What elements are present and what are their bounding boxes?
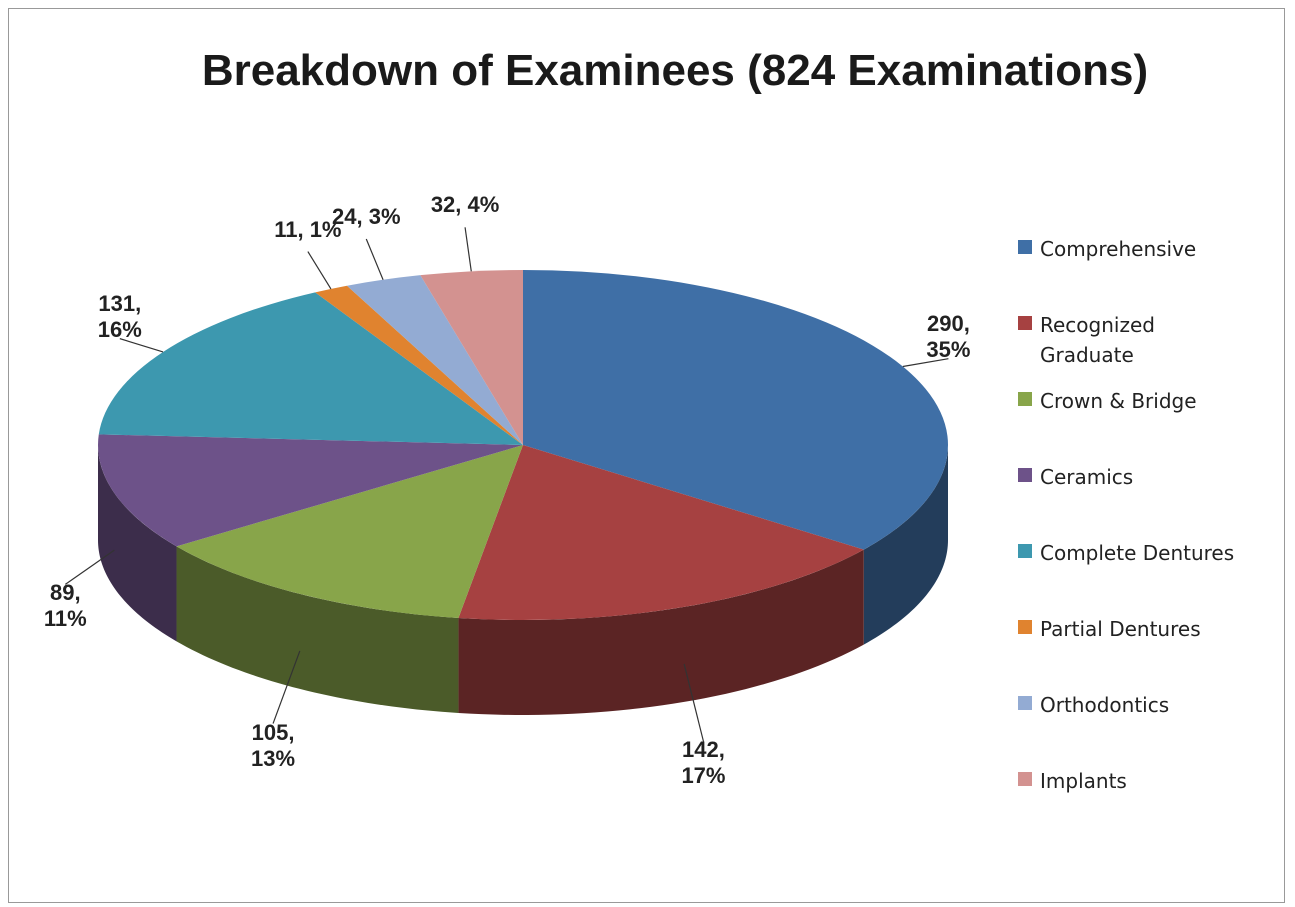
legend-item: Implants [1018, 766, 1255, 796]
pie-slice [523, 270, 948, 550]
legend-label: Orthodontics [1040, 693, 1170, 717]
chart-frame [8, 8, 1285, 903]
leader-line [119, 338, 164, 353]
legend-label: Recognized Graduate [1040, 313, 1155, 367]
pie-slice [346, 275, 523, 445]
legend-item: Complete Dentures [1018, 538, 1255, 568]
legend-label: Partial Dentures [1040, 617, 1201, 641]
legend-label: Complete Dentures [1040, 541, 1235, 565]
data-label: 89, 11% [43, 580, 87, 632]
legend-swatch [1018, 696, 1032, 710]
chart-title: Breakdown of Examinees (824 Examinations… [201, 46, 1149, 95]
pie-slice [98, 292, 523, 445]
legend-swatch [1018, 392, 1032, 406]
pie-slice [315, 285, 523, 445]
legend-item: Crown & Bridge [1018, 386, 1255, 416]
data-label: 290, 35% [926, 310, 971, 362]
legend-swatch [1018, 620, 1032, 634]
legend-label: Crown & Bridge [1040, 389, 1197, 413]
legend-label: Comprehensive [1040, 237, 1197, 261]
pie-slice [420, 270, 523, 445]
legend-item: Ceramics [1018, 462, 1255, 492]
legend-label: Ceramics [1040, 465, 1134, 489]
leader-line [365, 238, 384, 280]
pie-sides [98, 445, 948, 715]
pie-side [98, 445, 177, 642]
leader-line [64, 549, 115, 585]
pie-slice [176, 445, 523, 618]
pie-slice [97, 434, 523, 547]
legend-item: Orthodontics [1018, 690, 1255, 720]
data-label: 131, 16% [97, 290, 142, 342]
leader-line [902, 358, 949, 368]
pie-side [176, 546, 459, 713]
legend-swatch [1018, 772, 1032, 786]
pie-side [458, 549, 864, 715]
legend-swatch [1018, 544, 1032, 558]
legend-item: Partial Dentures [1018, 614, 1255, 644]
legend-item: Recognized Graduate [1018, 310, 1255, 370]
pie-side [863, 445, 948, 645]
data-label: 105, 13% [251, 719, 296, 771]
legend-swatch [1018, 240, 1032, 254]
leader-line [683, 663, 705, 742]
data-label: 142, 17% [681, 737, 726, 789]
data-label: 11, 1% [274, 216, 342, 242]
legend-swatch [1018, 468, 1032, 482]
data-label: 24, 3% [332, 203, 401, 229]
pie-slice [458, 445, 864, 620]
legend-label: Implants [1040, 769, 1127, 793]
legend-item: Comprehensive [1018, 234, 1255, 264]
leader-line [272, 650, 301, 724]
legend-swatch [1018, 316, 1032, 330]
data-label: 32, 4% [430, 192, 500, 218]
leader-line [307, 251, 332, 290]
leader-line [464, 227, 472, 272]
